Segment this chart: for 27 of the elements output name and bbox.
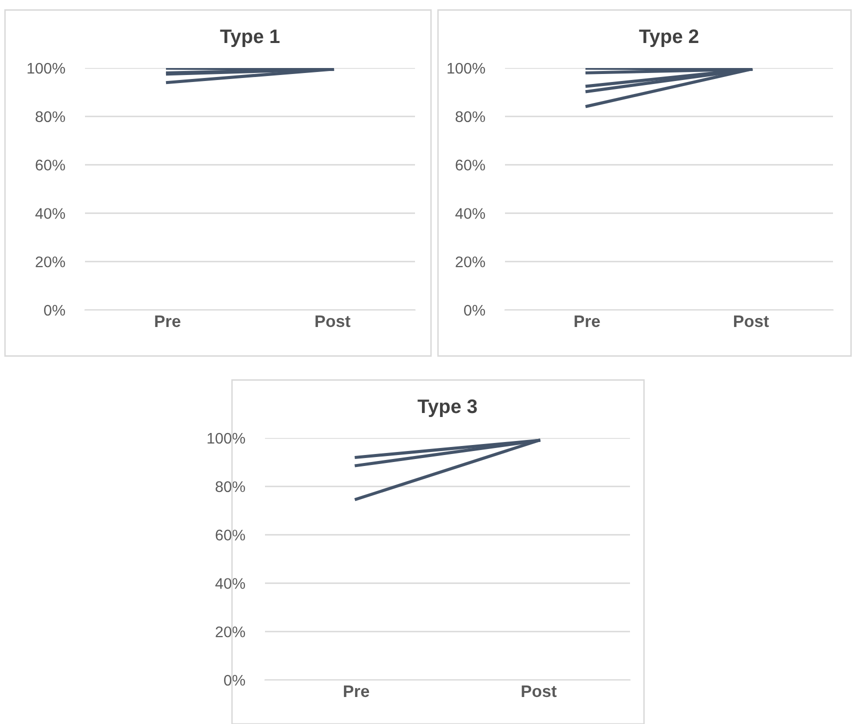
chart-title: Type 1 xyxy=(220,30,280,48)
x-tick-label: Pre xyxy=(155,315,180,328)
y-tick-label: 20% xyxy=(456,256,486,268)
y-tick-label: 100% xyxy=(28,62,66,74)
chart-title: Type 3 xyxy=(418,399,477,418)
chart-title: Type 2 xyxy=(639,29,698,48)
y-tick-label: 100% xyxy=(208,432,246,444)
y-tick-label: 40% xyxy=(455,208,486,219)
y-tick-label: 20% xyxy=(216,626,246,638)
y-tick-label: 60% xyxy=(456,160,486,170)
y-tick-label: 20% xyxy=(36,256,66,268)
y-tick-label: 40% xyxy=(35,208,66,219)
x-tick-label: Post xyxy=(734,315,769,328)
y-tick-label: 80% xyxy=(36,111,66,122)
x-tick-label: Pre xyxy=(574,315,600,328)
y-tick-label: 80% xyxy=(216,481,246,492)
y-tick-label: 0% xyxy=(464,304,486,316)
y-tick-label: 40% xyxy=(215,578,246,589)
x-tick-label: Pre xyxy=(344,685,370,698)
y-tick-label: 100% xyxy=(448,62,486,74)
y-tick-label: 0% xyxy=(224,674,246,686)
y-tick-label: 0% xyxy=(44,304,66,316)
x-tick-label: Post xyxy=(316,315,350,328)
y-tick-label: 80% xyxy=(456,111,486,122)
y-tick-label: 60% xyxy=(36,160,66,170)
y-tick-label: 60% xyxy=(216,530,246,540)
x-tick-label: Post xyxy=(522,685,557,698)
